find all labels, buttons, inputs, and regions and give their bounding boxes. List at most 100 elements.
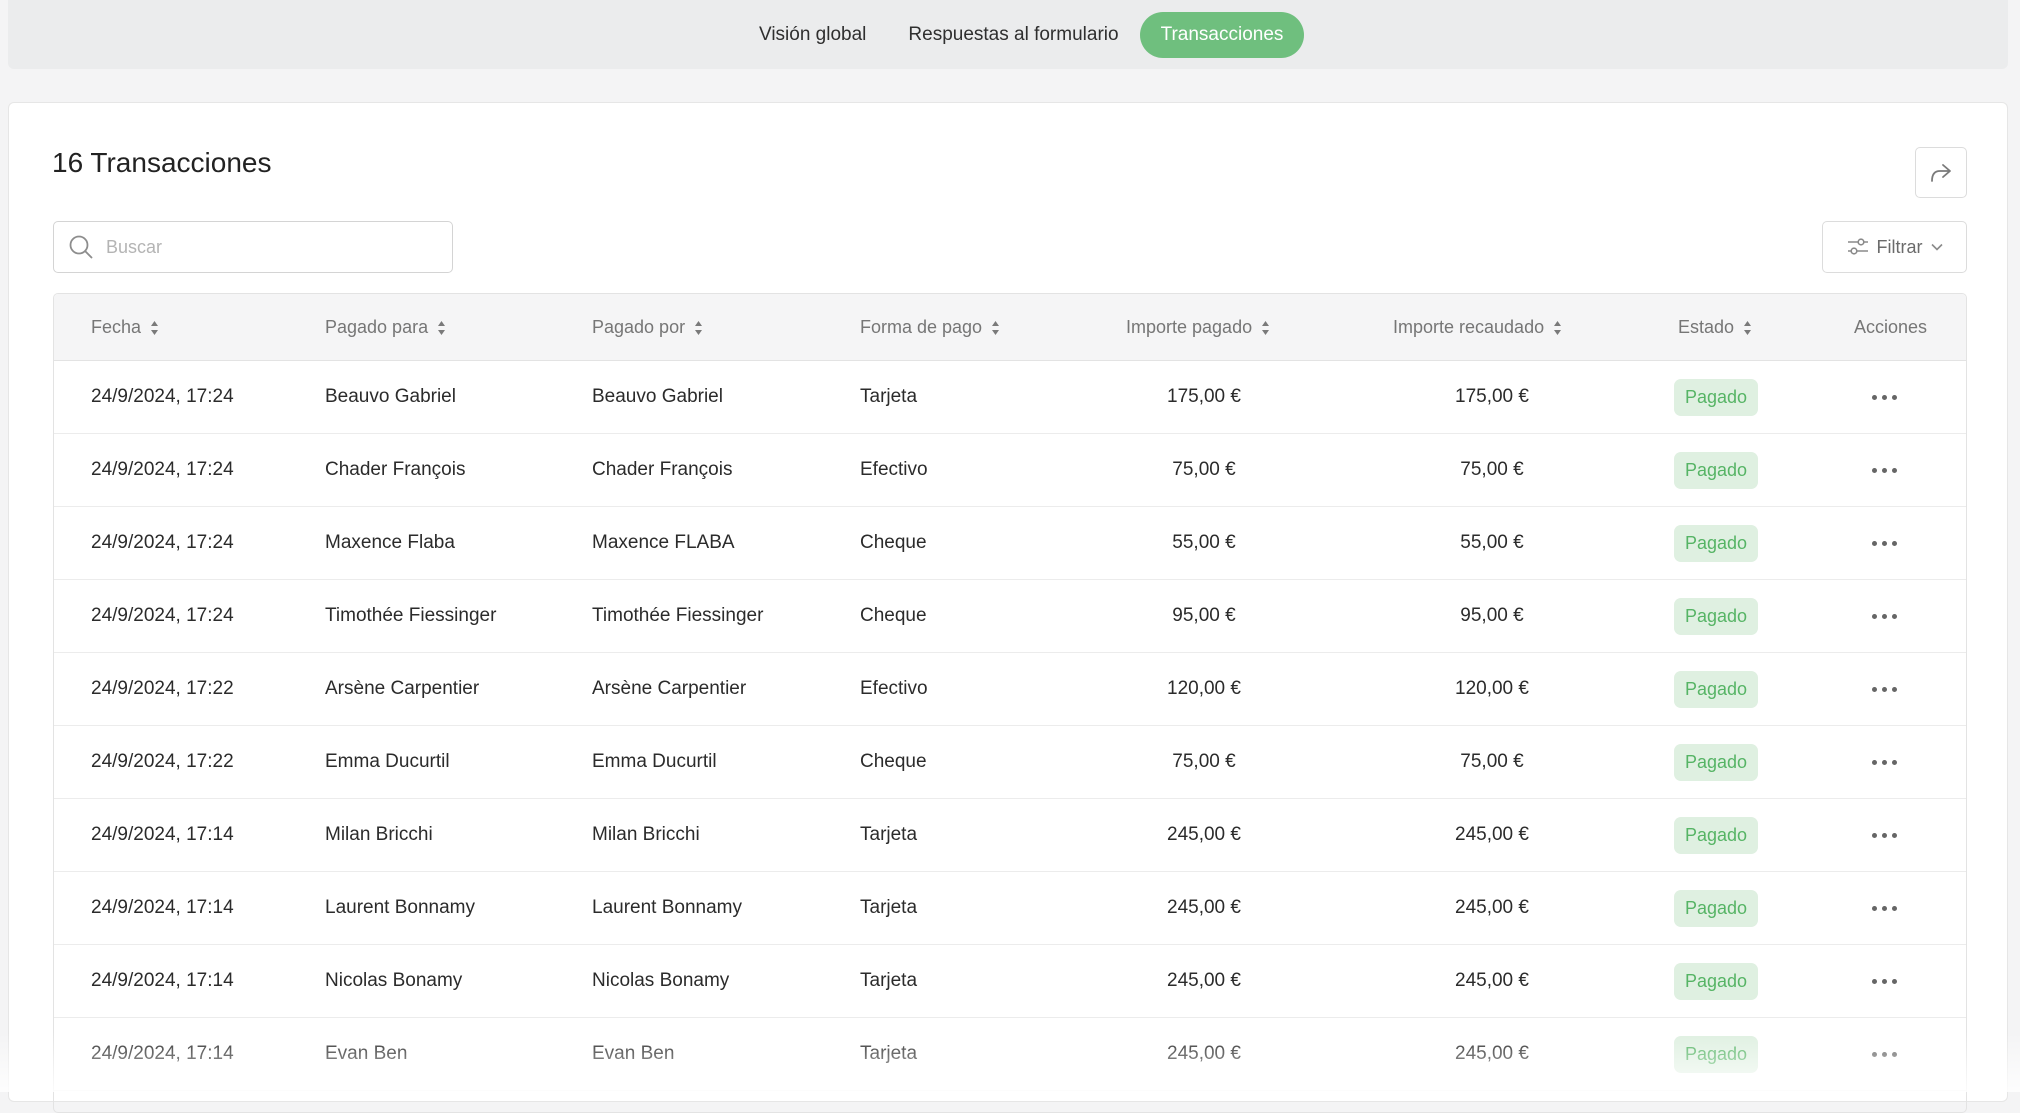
table-row[interactable]: 24/9/2024, 17:22 Arsène Carpentier Arsèn… xyxy=(54,653,1966,726)
table-row[interactable]: 24/9/2024, 17:24 Beauvo Gabriel Beauvo G… xyxy=(54,361,1966,434)
cell-forma-de-pago: Tarjeta xyxy=(860,799,917,871)
table-row[interactable]: 24/9/2024, 17:14 Evan Ben Evan Ben Tarje… xyxy=(54,1018,1966,1091)
share-button[interactable] xyxy=(1915,147,1967,198)
more-actions-button[interactable] xyxy=(1868,900,1901,917)
column-header-fecha[interactable]: Fecha xyxy=(91,294,159,361)
more-horizontal-icon xyxy=(1892,760,1897,765)
cell-estado: Pagado xyxy=(1674,799,1758,871)
table-row[interactable]: 24/9/2024, 17:14 Nicolas Bonamy Nicolas … xyxy=(54,945,1966,1018)
cell-importe-pagado: 55,00 € xyxy=(1126,507,1282,579)
filter-button[interactable]: Filtrar xyxy=(1822,221,1967,273)
table-row[interactable]: 24/9/2024, 17:24 Maxence Flaba Maxence F… xyxy=(54,507,1966,580)
cell-forma-de-pago: Cheque xyxy=(860,580,927,652)
cell-pagado-por: Evan Ben xyxy=(592,1018,674,1090)
chevron-down-icon xyxy=(1931,243,1943,251)
status-badge: Pagado xyxy=(1674,452,1758,489)
search-icon xyxy=(68,234,94,260)
cell-estado: Pagado xyxy=(1674,726,1758,798)
tab-bar: Visión global Respuestas al formulario T… xyxy=(738,12,1304,58)
tab-respuestas-formulario[interactable]: Respuestas al formulario xyxy=(887,12,1139,58)
column-label: Fecha xyxy=(91,317,141,338)
cell-importe-recaudado: 245,00 € xyxy=(1393,799,1591,871)
more-actions-button[interactable] xyxy=(1868,608,1901,625)
more-horizontal-icon xyxy=(1892,468,1897,473)
cell-fecha: 24/9/2024, 17:14 xyxy=(91,799,234,871)
more-horizontal-icon xyxy=(1892,614,1897,619)
sort-icon xyxy=(1261,320,1270,336)
column-label: Acciones xyxy=(1854,317,1927,338)
column-header-forma-de-pago[interactable]: Forma de pago xyxy=(860,294,1000,361)
cell-importe-recaudado: 245,00 € xyxy=(1393,1018,1591,1090)
column-header-importe-recaudado[interactable]: Importe recaudado xyxy=(1393,294,1562,361)
page-title: 16 Transacciones xyxy=(52,147,271,179)
cell-importe-recaudado: 75,00 € xyxy=(1393,726,1591,798)
more-horizontal-icon xyxy=(1882,395,1887,400)
status-badge: Pagado xyxy=(1674,817,1758,854)
cell-acciones xyxy=(1868,945,1901,1017)
more-horizontal-icon xyxy=(1892,395,1897,400)
cell-pagado-por: Emma Ducurtil xyxy=(592,726,717,798)
more-actions-button[interactable] xyxy=(1868,462,1901,479)
table-row[interactable]: 24/9/2024, 17:22 Emma Ducurtil Emma Ducu… xyxy=(54,726,1966,799)
cell-pagado-para: Nicolas Bonamy xyxy=(325,945,462,1017)
column-header-estado[interactable]: Estado xyxy=(1678,294,1752,361)
cell-importe-pagado: 245,00 € xyxy=(1126,945,1282,1017)
more-actions-button[interactable] xyxy=(1868,681,1901,698)
sliders-icon xyxy=(1847,237,1869,257)
more-horizontal-icon xyxy=(1882,687,1887,692)
more-horizontal-icon xyxy=(1872,614,1877,619)
tab-transacciones[interactable]: Transacciones xyxy=(1140,12,1305,58)
cell-fecha: 24/9/2024, 17:22 xyxy=(91,726,234,798)
cell-forma-de-pago: Efectivo xyxy=(860,653,928,725)
cell-pagado-por: Timothée Fiessinger xyxy=(592,580,763,652)
status-badge: Pagado xyxy=(1674,744,1758,781)
sort-icon xyxy=(1743,320,1752,336)
search-input[interactable] xyxy=(104,236,424,259)
table-body: 24/9/2024, 17:24 Beauvo Gabriel Beauvo G… xyxy=(54,361,1966,1091)
cell-pagado-para: Emma Ducurtil xyxy=(325,726,450,798)
more-horizontal-icon xyxy=(1892,1052,1897,1057)
more-horizontal-icon xyxy=(1872,906,1877,911)
cell-forma-de-pago: Tarjeta xyxy=(860,1018,917,1090)
cell-pagado-para: Timothée Fiessinger xyxy=(325,580,496,652)
cell-estado: Pagado xyxy=(1674,872,1758,944)
cell-pagado-por: Laurent Bonnamy xyxy=(592,872,742,944)
more-horizontal-icon xyxy=(1872,395,1877,400)
table-row[interactable]: 24/9/2024, 17:14 Laurent Bonnamy Laurent… xyxy=(54,872,1966,945)
cell-acciones xyxy=(1868,872,1901,944)
more-actions-button[interactable] xyxy=(1868,754,1901,771)
more-horizontal-icon xyxy=(1882,468,1887,473)
more-horizontal-icon xyxy=(1882,906,1887,911)
cell-importe-pagado: 75,00 € xyxy=(1126,726,1282,798)
column-header-pagado-para[interactable]: Pagado para xyxy=(325,294,446,361)
more-horizontal-icon xyxy=(1882,541,1887,546)
column-header-pagado-por[interactable]: Pagado por xyxy=(592,294,703,361)
cell-importe-recaudado: 175,00 € xyxy=(1393,361,1591,433)
cell-importe-recaudado: 95,00 € xyxy=(1393,580,1591,652)
tab-vision-global[interactable]: Visión global xyxy=(738,12,887,58)
table-row[interactable]: 24/9/2024, 17:24 Chader François Chader … xyxy=(54,434,1966,507)
cell-pagado-para: Evan Ben xyxy=(325,1018,407,1090)
search-box[interactable] xyxy=(53,221,453,273)
sort-icon xyxy=(694,320,703,336)
more-actions-button[interactable] xyxy=(1868,827,1901,844)
column-header-importe-pagado[interactable]: Importe pagado xyxy=(1126,294,1270,361)
cell-forma-de-pago: Cheque xyxy=(860,726,927,798)
cell-importe-recaudado: 245,00 € xyxy=(1393,945,1591,1017)
table-row[interactable]: 24/9/2024, 17:24 Timothée Fiessinger Tim… xyxy=(54,580,1966,653)
cell-estado: Pagado xyxy=(1674,653,1758,725)
more-actions-button[interactable] xyxy=(1868,535,1901,552)
more-actions-button[interactable] xyxy=(1868,1046,1901,1063)
more-horizontal-icon xyxy=(1892,833,1897,838)
column-label: Estado xyxy=(1678,317,1734,338)
cell-importe-recaudado: 55,00 € xyxy=(1393,507,1591,579)
column-header-acciones: Acciones xyxy=(1854,294,1927,361)
cell-acciones xyxy=(1868,1018,1901,1090)
cell-importe-pagado: 95,00 € xyxy=(1126,580,1282,652)
more-horizontal-icon xyxy=(1882,760,1887,765)
more-actions-button[interactable] xyxy=(1868,973,1901,990)
cell-pagado-por: Maxence FLABA xyxy=(592,507,735,579)
cell-importe-pagado: 75,00 € xyxy=(1126,434,1282,506)
table-row[interactable]: 24/9/2024, 17:14 Milan Bricchi Milan Bri… xyxy=(54,799,1966,872)
more-actions-button[interactable] xyxy=(1868,389,1901,406)
